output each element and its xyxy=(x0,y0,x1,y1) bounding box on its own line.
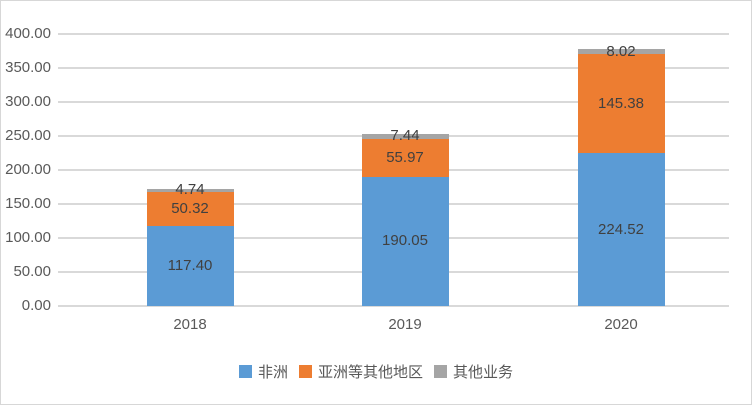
y-axis-tick-label: 350.00 xyxy=(5,59,51,76)
bar-value-label: 224.52 xyxy=(598,220,644,238)
y-axis-tick-label: 200.00 xyxy=(5,161,51,178)
bar-value-label: 50.32 xyxy=(171,200,209,218)
y-axis-tick-label: 300.00 xyxy=(5,93,51,110)
legend: 非洲 亚洲等其他地区 其他业务 xyxy=(1,361,751,382)
gridline xyxy=(58,101,729,103)
bar-segment-亚洲等其他地区 xyxy=(361,138,449,177)
x-axis-tick-label: 2020 xyxy=(604,316,638,333)
legend-label: 其他业务 xyxy=(453,364,514,381)
x-axis-tick-label: 2019 xyxy=(388,316,422,333)
bar-value-label: 55.97 xyxy=(386,148,424,166)
bar-segment-非洲 xyxy=(361,176,449,306)
bar-segment-其他业务 xyxy=(577,49,665,55)
legend-item-非洲: 非洲 xyxy=(238,361,288,382)
bar-segment-其他业务 xyxy=(146,188,234,192)
bar-value-label: 4.74 xyxy=(175,181,205,199)
bar-segment-亚洲等其他地区 xyxy=(577,54,665,154)
legend-swatch xyxy=(434,365,447,378)
legend-swatch xyxy=(238,365,252,378)
gridline xyxy=(58,305,729,307)
legend-label: 非洲 xyxy=(257,364,288,381)
bar-segment-亚洲等其他地区 xyxy=(146,191,234,227)
bar-segment-非洲 xyxy=(577,153,665,306)
y-axis-tick-label: 0.00 xyxy=(21,297,51,314)
bar-value-label: 190.05 xyxy=(382,232,428,250)
bar-value-label: 7.44 xyxy=(390,127,420,145)
legend-label: 亚洲等其他地区 xyxy=(317,364,423,381)
bar-segment-其他业务 xyxy=(361,133,449,139)
y-axis-tick-label: 50.00 xyxy=(13,263,51,280)
bar-value-label: 145.38 xyxy=(598,94,644,112)
gridline xyxy=(58,67,729,69)
y-axis-tick-label: 400.00 xyxy=(5,25,51,42)
x-axis-tick-label: 2018 xyxy=(173,316,207,333)
bar-segment-非洲 xyxy=(146,226,234,306)
legend-item-其他业务: 其他业务 xyxy=(434,361,513,382)
legend-item-亚洲等其他地区: 亚洲等其他地区 xyxy=(298,361,423,382)
gridline xyxy=(58,33,729,35)
bar-value-label: 8.02 xyxy=(606,42,636,60)
y-axis-tick-label: 250.00 xyxy=(5,127,51,144)
y-axis-tick-label: 150.00 xyxy=(5,195,51,212)
legend-swatch xyxy=(298,365,312,378)
y-axis-tick-label: 100.00 xyxy=(5,229,51,246)
bar-value-label: 117.40 xyxy=(167,257,213,275)
